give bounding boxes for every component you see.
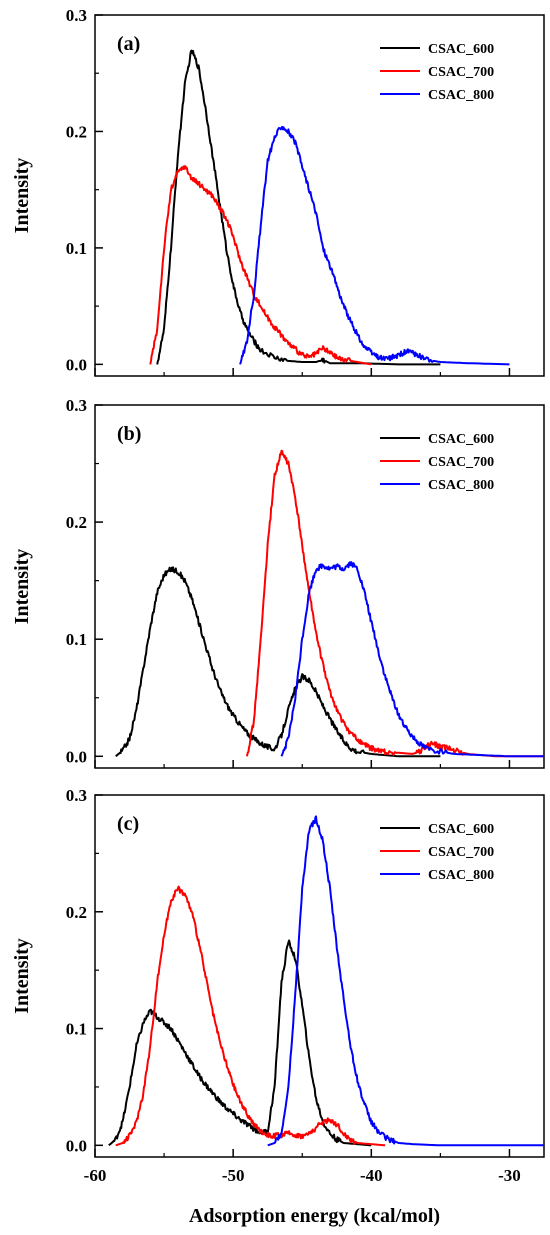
panel-label: (c) xyxy=(117,813,139,835)
legend-label: CSAC_600 xyxy=(428,822,494,837)
series-line-csac-800 xyxy=(239,125,510,366)
panel-2: 0.0 0.1 0.2 0.3 Intensity (b) CSAC_600 CSAC_700… xyxy=(11,396,545,769)
y-tick-label: 0.0 xyxy=(66,355,87,374)
panel-label: (a) xyxy=(117,33,140,55)
y-tick-label: 0.2 xyxy=(66,122,87,141)
plot-frame xyxy=(94,404,545,769)
series-line-csac-600 xyxy=(108,939,372,1147)
series-line-csac-600 xyxy=(156,49,441,366)
legend-label: CSAC_600 xyxy=(428,432,494,447)
x-tick-label: -30 xyxy=(498,1166,521,1185)
y-tick-label: 0.1 xyxy=(66,239,87,258)
y-tick-label: 0.0 xyxy=(66,1136,87,1155)
legend-label: CSAC_700 xyxy=(428,845,494,860)
y-tick-label: 0.3 xyxy=(66,786,87,805)
legend-label: CSAC_800 xyxy=(428,88,494,103)
x-tick-label: -50 xyxy=(222,1166,245,1185)
x-tick-label: -60 xyxy=(84,1166,107,1185)
x-axis-title: Adsorption energy (kcal/mol) xyxy=(189,1205,440,1227)
series-line-csac-700 xyxy=(246,449,544,758)
legend-label: CSAC_800 xyxy=(428,478,494,493)
plot-frame xyxy=(94,14,545,377)
y-axis-title: Intensity xyxy=(11,938,33,1014)
y-tick-label: 0.2 xyxy=(66,513,87,532)
y-tick-label: 0.3 xyxy=(66,6,87,25)
panel-label: (b) xyxy=(117,423,141,445)
y-tick-label: 0.1 xyxy=(66,630,87,649)
panel-1: 0.0 0.1 0.2 0.3 Intensity (a) CSAC_600 CSAC_700… xyxy=(11,6,545,377)
y-tick-label: 0.0 xyxy=(66,747,87,766)
y-tick-label: 0.3 xyxy=(66,396,87,415)
y-tick-label: 0.2 xyxy=(66,903,87,922)
plot-frame xyxy=(94,794,545,1158)
series-line-csac-800 xyxy=(280,561,544,758)
y-axis-title: Intensity xyxy=(11,549,33,625)
legend-label: CSAC_800 xyxy=(428,868,494,883)
x-tick-label: -40 xyxy=(360,1166,383,1185)
legend-label: CSAC_700 xyxy=(428,65,494,80)
series-line-csac-700 xyxy=(115,885,386,1147)
series-line-csac-700 xyxy=(149,165,372,366)
series-line-csac-600 xyxy=(115,566,441,758)
legend-label: CSAC_700 xyxy=(428,455,494,470)
y-tick-label: 0.1 xyxy=(66,1020,87,1039)
series-line-csac-800 xyxy=(267,815,544,1147)
panel-3: 0.0 0.1 0.2 0.3 -60 -50 -40 -30 Intensity (c) CSAC… xyxy=(11,786,545,1185)
y-axis-title: Intensity xyxy=(11,158,33,234)
legend-label: CSAC_600 xyxy=(428,42,494,57)
